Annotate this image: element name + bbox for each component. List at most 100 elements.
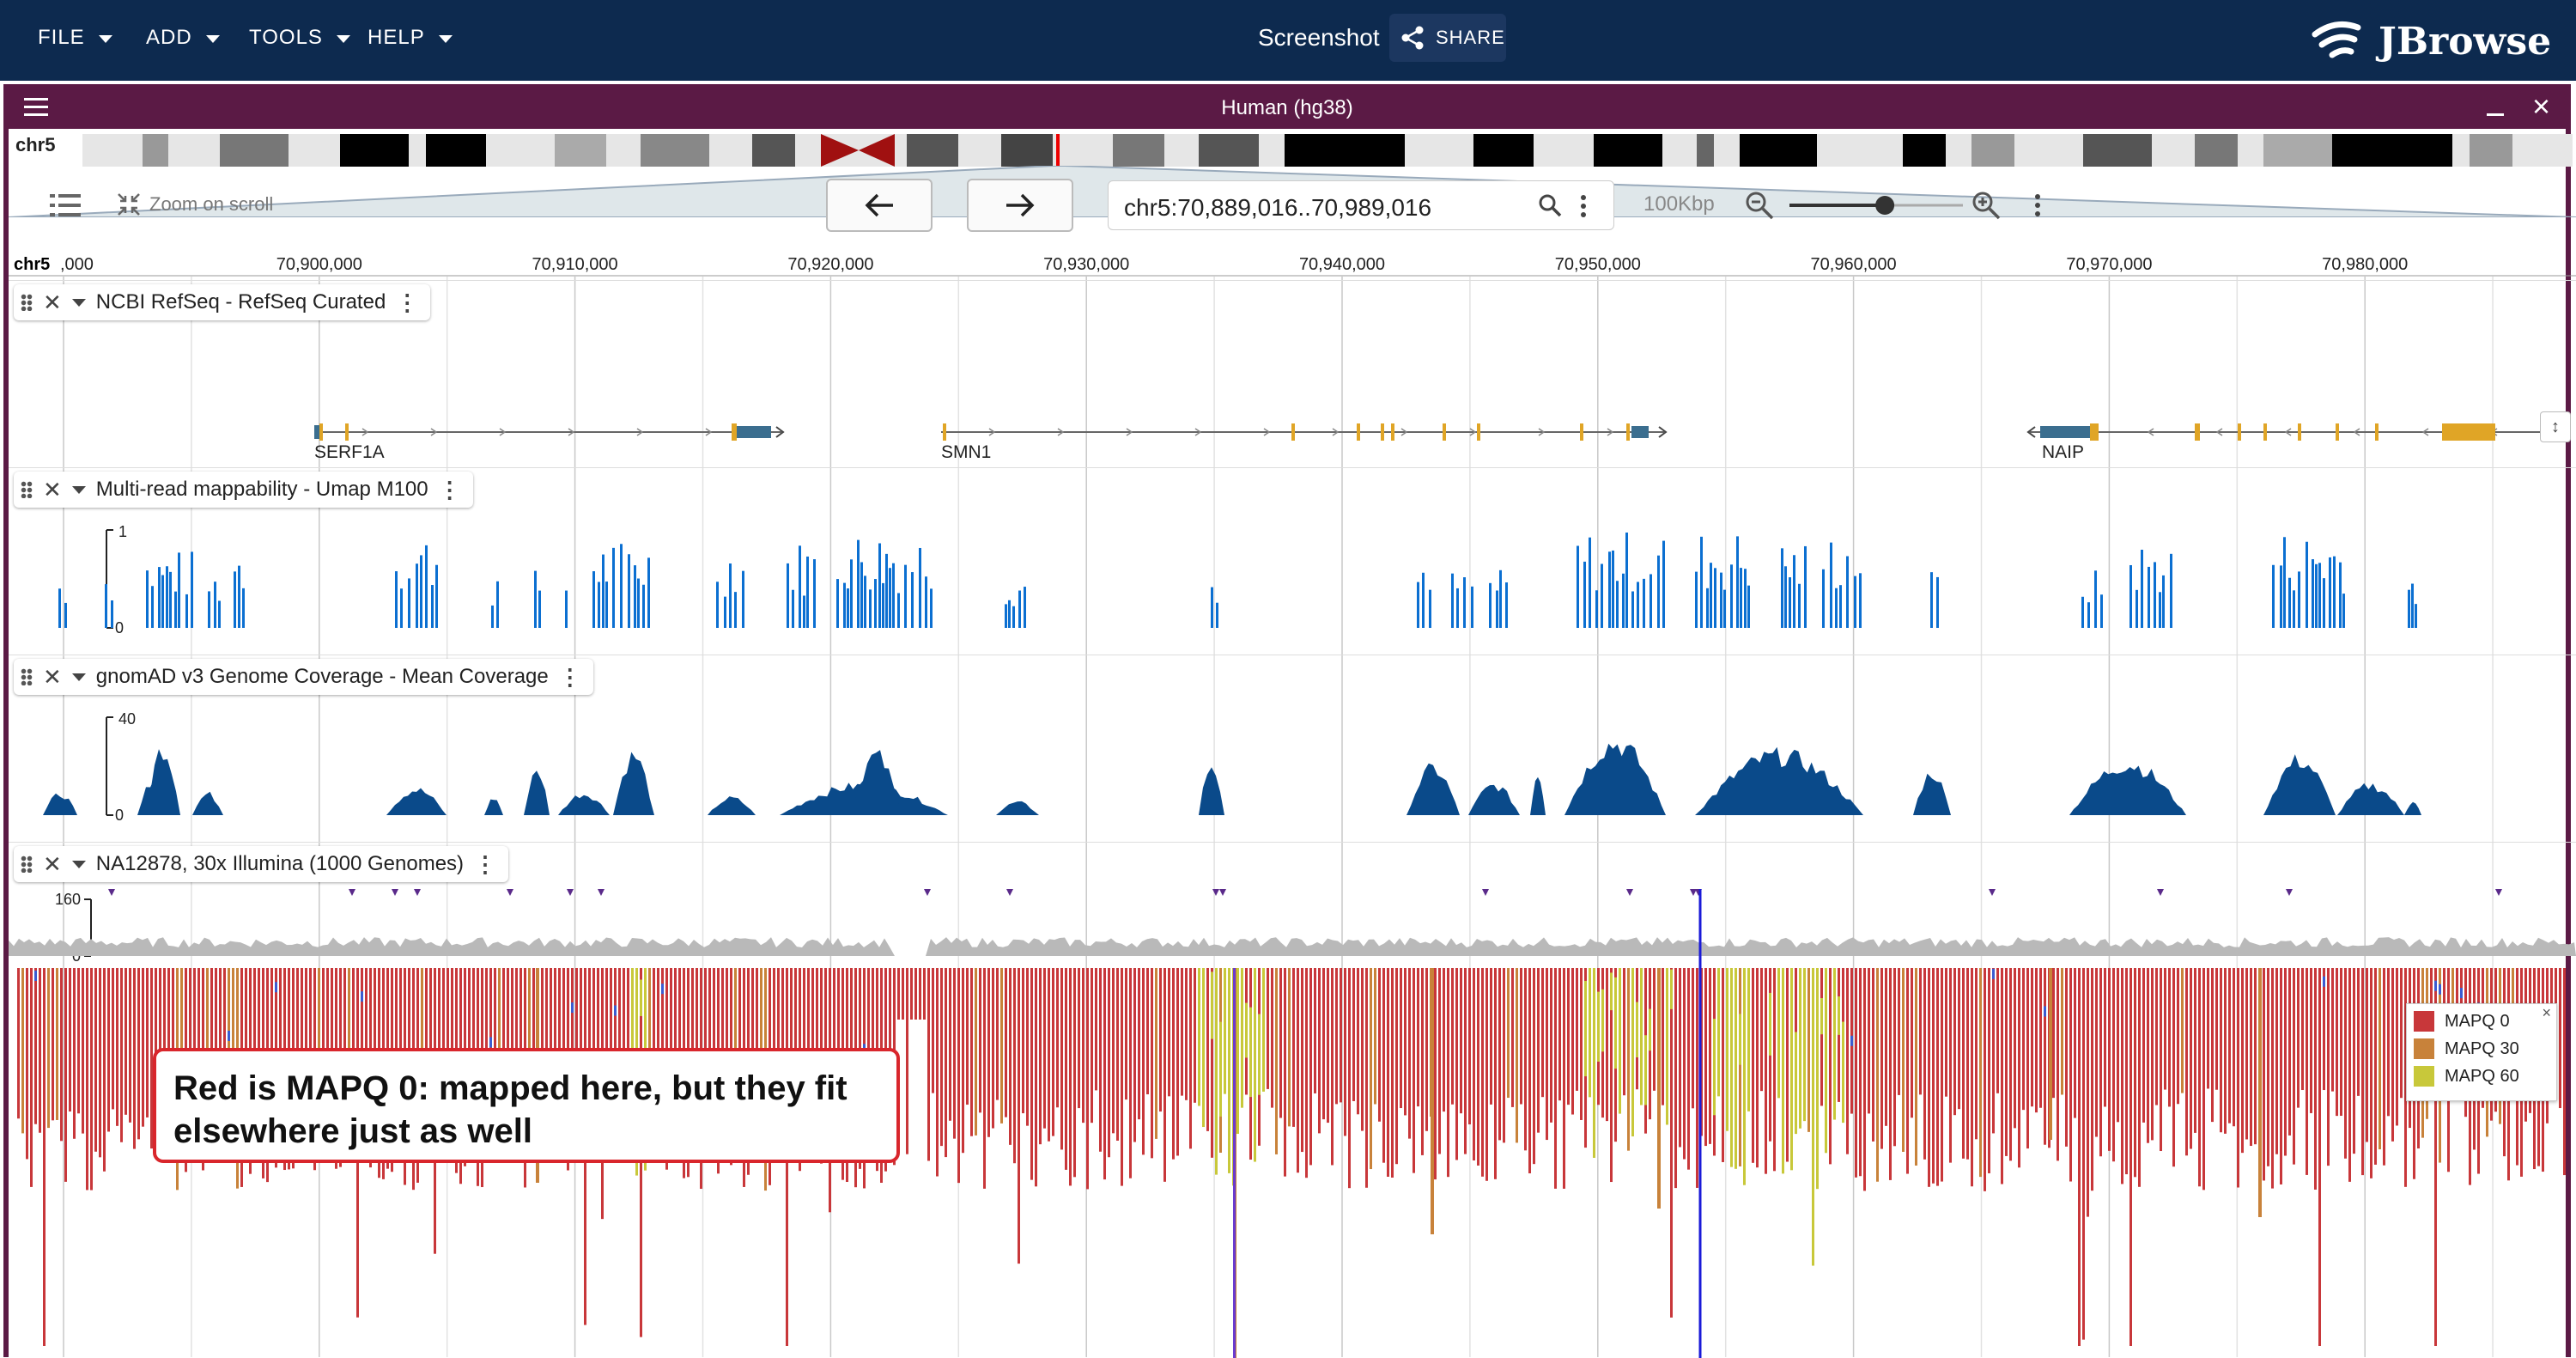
menu-help[interactable]: HELP — [368, 26, 453, 50]
read-column — [923, 968, 926, 1020]
read-column — [1674, 968, 1677, 1189]
read-column — [1838, 968, 1840, 1102]
read-column — [52, 968, 54, 1121]
mappability-bar — [534, 570, 537, 628]
read-segment — [640, 979, 642, 1016]
read-segment — [1211, 971, 1213, 1039]
centromere — [859, 134, 895, 167]
exon — [2090, 423, 2099, 441]
track-menu-icon[interactable]: ⋮ — [396, 289, 419, 315]
zoom-out-icon[interactable] — [1745, 191, 1774, 220]
mappability-bar — [1846, 556, 1849, 628]
track-menu-icon[interactable]: ⋮ — [474, 850, 497, 877]
read-column — [163, 968, 166, 1109]
close-track-icon[interactable]: ✕ — [43, 289, 62, 315]
resize-track-icon[interactable]: ↕ — [2540, 411, 2571, 442]
drag-handle-icon[interactable] — [21, 294, 33, 311]
close-legend-icon[interactable]: × — [2542, 1004, 2551, 1021]
read-column — [2379, 968, 2381, 1150]
zoom-in-icon[interactable] — [1971, 191, 2001, 220]
mappability-bar — [1730, 564, 1733, 628]
strand-arrow — [2284, 428, 2292, 436]
chromosome-ideogram[interactable] — [82, 134, 2573, 167]
read-segment — [1619, 977, 1621, 1065]
coverage-area — [1913, 773, 1951, 815]
collapse-track-icon[interactable] — [71, 298, 86, 307]
menu-file[interactable]: FILE — [38, 26, 112, 50]
zoom-slider[interactable] — [1786, 192, 1966, 218]
view-menu-icon[interactable] — [24, 98, 48, 121]
mappability-bar — [1417, 582, 1419, 628]
coverage-area — [484, 799, 503, 815]
axis-max-label: 40 — [118, 710, 136, 728]
track-name: NA12878, 30x Illumina (1000 Genomes) — [95, 852, 465, 875]
read-column — [60, 968, 63, 1142]
track-label-alignments[interactable]: ✕ NA12878, 30x Illumina (1000 Genomes) ⋮ — [14, 846, 509, 882]
mappability-bar — [185, 594, 188, 628]
drag-handle-icon[interactable] — [21, 856, 33, 873]
collapse-track-icon[interactable] — [71, 485, 86, 494]
close-track-icon[interactable]: ✕ — [43, 476, 62, 502]
location-menu-icon[interactable] — [1579, 193, 1588, 219]
view-options-icon[interactable] — [2033, 192, 2042, 218]
read-segment — [1249, 1007, 1252, 1098]
track-menu-icon[interactable]: ⋮ — [438, 476, 461, 502]
track-menu-icon[interactable]: ⋮ — [558, 663, 581, 690]
read-column — [1288, 968, 1291, 1127]
gene-features[interactable]: SERF1ASMN1SMN1-AS1NAIP — [9, 281, 2576, 466]
mappability-bar — [1589, 537, 1591, 628]
mappability-bar — [1625, 533, 1628, 628]
track-selector-icon[interactable] — [50, 192, 81, 218]
collapse-track-icon[interactable] — [71, 860, 86, 868]
zoom-slider-thumb[interactable] — [1875, 196, 1895, 215]
session-title[interactable]: Screenshot — [1258, 24, 1380, 51]
current-position-marker — [1056, 134, 1060, 167]
mappability-bar — [538, 590, 541, 628]
read-segment — [1795, 1032, 1797, 1135]
read-column — [1571, 968, 1574, 1115]
menu-add[interactable]: ADD — [146, 26, 220, 50]
read-column — [1275, 968, 1278, 1154]
read-column — [940, 968, 943, 1147]
scroll-right-button[interactable] — [967, 179, 1073, 232]
drag-handle-icon[interactable] — [21, 481, 33, 498]
close-view-icon[interactable]: × — [2531, 88, 2550, 124]
ruler-tick-label: 70,980,000 — [2322, 255, 2408, 274]
mappability-bar — [2333, 556, 2336, 628]
location-input[interactable] — [1122, 193, 1538, 222]
search-icon[interactable] — [1538, 193, 1562, 217]
read-column — [2147, 968, 2149, 1143]
read-column — [889, 968, 891, 1128]
mappability-bar — [395, 571, 398, 628]
drag-handle-icon[interactable] — [21, 668, 33, 685]
close-track-icon[interactable]: ✕ — [43, 850, 62, 877]
track-label-mappability[interactable]: ✕ Multi-read mappability - Umap M100 ⋮ — [14, 472, 473, 508]
mappability-plot[interactable]: 10 — [9, 468, 2576, 654]
coverage-area — [996, 801, 1039, 815]
scroll-left-button[interactable] — [826, 179, 933, 232]
location-search-box[interactable] — [1108, 180, 1614, 230]
read-column — [1146, 968, 1149, 1095]
collapse-track-icon[interactable] — [71, 673, 86, 681]
ruler-tick-label: ,000 — [60, 255, 94, 274]
mappability-bar — [634, 565, 636, 628]
read-column — [1382, 968, 1385, 1163]
menu-tools[interactable]: TOOLS — [249, 26, 350, 50]
track-label-gnomad[interactable]: ✕ gnomAD v3 Genome Coverage - Mean Cover… — [14, 659, 593, 695]
ruler[interactable]: chr5 ,000 70,900,000 70,910,000 70,920,000 70… — [9, 251, 2576, 277]
read-column — [2129, 968, 2132, 1346]
read-column — [1941, 968, 1943, 1182]
minimize-icon[interactable] — [2487, 113, 2504, 116]
read-column — [485, 968, 488, 1093]
share-button[interactable]: SHARE — [1389, 14, 1506, 62]
coverage-plot[interactable]: 40 0 — [9, 655, 2576, 841]
mappability-bar — [191, 551, 193, 628]
read-column — [1481, 968, 1484, 1177]
close-track-icon[interactable]: ✕ — [43, 663, 62, 690]
read-column — [1000, 968, 1003, 1124]
zoom-on-scroll-toggle[interactable]: Zoom on scroll — [117, 192, 273, 216]
track-label-refseq[interactable]: ✕ NCBI RefSeq - RefSeq Curated ⋮ — [14, 284, 431, 320]
read-column — [1893, 968, 1896, 1147]
read-column — [2099, 968, 2102, 1157]
mapq-legend: × MAPQ 0 MAPQ 30 MAPQ 60 — [2406, 1003, 2557, 1101]
